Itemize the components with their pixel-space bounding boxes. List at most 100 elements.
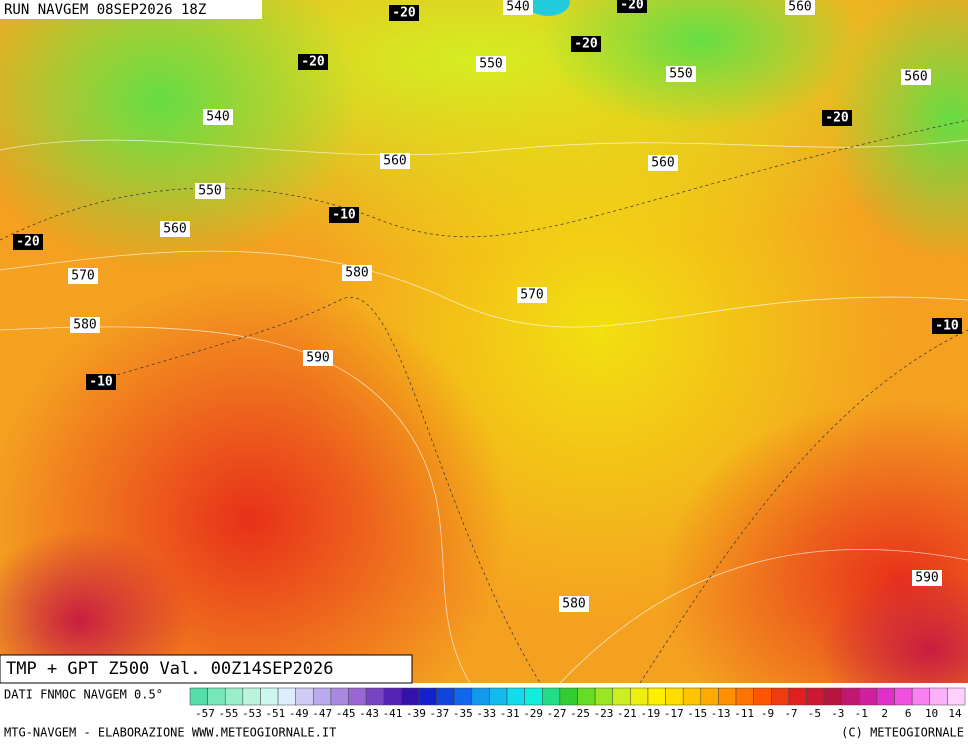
height-label-box: [303, 350, 333, 366]
temp-label-box: [617, 0, 647, 13]
height-label: 550: [479, 57, 502, 72]
height-label: 550: [669, 67, 692, 82]
temp-label-box: [298, 54, 328, 70]
temp-label: -10: [332, 208, 356, 223]
scale-swatch: [559, 687, 578, 706]
scale-swatch: [224, 687, 244, 706]
scale-swatch: [630, 687, 649, 706]
footer-right: (C) METEOGIORNALE: [841, 726, 964, 740]
height-label-box: [648, 155, 678, 171]
height-label: 560: [163, 222, 186, 237]
height-label: 560: [651, 156, 674, 171]
temp-label: -20: [620, 0, 644, 13]
scale-label: -47: [312, 707, 332, 720]
temp-label-box: [13, 234, 43, 250]
scale-swatch: [260, 687, 279, 706]
scale-swatch: [506, 687, 525, 706]
temp-label: -10: [935, 319, 959, 334]
scale-swatch: [594, 687, 613, 706]
scale-label: -39: [406, 707, 426, 720]
scale-swatch: [947, 687, 966, 706]
height-label: 590: [306, 351, 329, 366]
scale-swatch: [189, 687, 208, 706]
scale-label: -31: [500, 707, 520, 720]
height-label-box: [203, 109, 233, 125]
scale-swatch: [313, 687, 332, 706]
scale-swatch: [242, 687, 261, 706]
scale-swatch: [841, 687, 860, 706]
scale-swatch: [700, 687, 719, 706]
height-label-box: [160, 221, 190, 237]
scale-label: -15: [687, 707, 707, 720]
scale-swatch: [383, 687, 402, 706]
height-label: 590: [915, 571, 938, 586]
scale-swatch: [348, 687, 367, 706]
height-label: 580: [73, 318, 96, 333]
scale-swatch: [612, 687, 631, 706]
run-box: [0, 0, 262, 19]
temp-label-box: [571, 36, 601, 52]
height-label: 570: [71, 269, 94, 284]
scale-label: -7: [784, 707, 797, 720]
height-label: 570: [520, 288, 543, 303]
scale-label: -5: [808, 707, 821, 720]
scale-swatch: [647, 687, 666, 706]
run-label: RUN NAVGEM 08SEP2026 18Z: [4, 2, 206, 18]
height-label-box: [517, 287, 547, 303]
temp-label-box: [86, 374, 116, 390]
height-label: 580: [345, 266, 368, 281]
height-label-box: [559, 596, 589, 612]
scale-label: -3: [831, 707, 844, 720]
scale-label: -45: [336, 707, 356, 720]
scale-label: 14: [948, 707, 962, 720]
height-label-box: [912, 570, 942, 586]
scale-swatch: [489, 687, 508, 706]
scale-label: 10: [925, 707, 938, 720]
scale-swatch: [665, 687, 684, 706]
height-label-box: [666, 66, 696, 82]
scale-swatch: [806, 687, 825, 706]
scale-swatch: [277, 687, 296, 706]
scale-label: -25: [570, 707, 590, 720]
temp-label: -20: [825, 111, 849, 126]
height-label: 550: [198, 184, 221, 199]
scale-label: -11: [734, 707, 754, 720]
scale-swatch: [823, 687, 842, 706]
scale-label: 6: [905, 707, 912, 720]
scale-swatch: [929, 687, 948, 706]
scale-swatch: [524, 687, 543, 706]
temp-label-box: [932, 318, 962, 334]
scale-label: -35: [453, 707, 473, 720]
scale-swatch: [418, 687, 437, 706]
scale-swatch: [330, 687, 349, 706]
scale-label: -49: [289, 707, 309, 720]
height-label-box: [901, 69, 931, 85]
scale-swatch: [577, 687, 596, 706]
scale-label: -17: [664, 707, 684, 720]
height-label-box: [785, 0, 815, 15]
scale-swatch: [771, 687, 790, 706]
footer-left: MTG-NAVGEM - ELABORAZIONE WWW.METEOGIORN…: [4, 726, 336, 740]
scale-swatch: [735, 687, 754, 706]
height-label: 560: [788, 0, 811, 15]
temp-label-box: [389, 5, 419, 21]
scale-swatch: [788, 687, 807, 706]
temp-label: -10: [89, 375, 113, 390]
scale-label: -55: [219, 707, 239, 720]
height-label: 540: [506, 0, 529, 15]
scale-label: -41: [383, 707, 403, 720]
scale-swatch: [471, 687, 490, 706]
scale-swatch: [911, 687, 931, 706]
scale-label: -33: [476, 707, 496, 720]
height-label: 580: [562, 597, 585, 612]
scale-swatch: [207, 687, 226, 706]
scale-swatch: [295, 687, 314, 706]
temp-label: -20: [16, 235, 40, 250]
height-label-box: [70, 317, 100, 333]
title-box: [0, 654, 413, 684]
scale-source: DATI FNMOC NAVGEM 0.5°: [4, 688, 163, 702]
scale-label: -29: [523, 707, 543, 720]
